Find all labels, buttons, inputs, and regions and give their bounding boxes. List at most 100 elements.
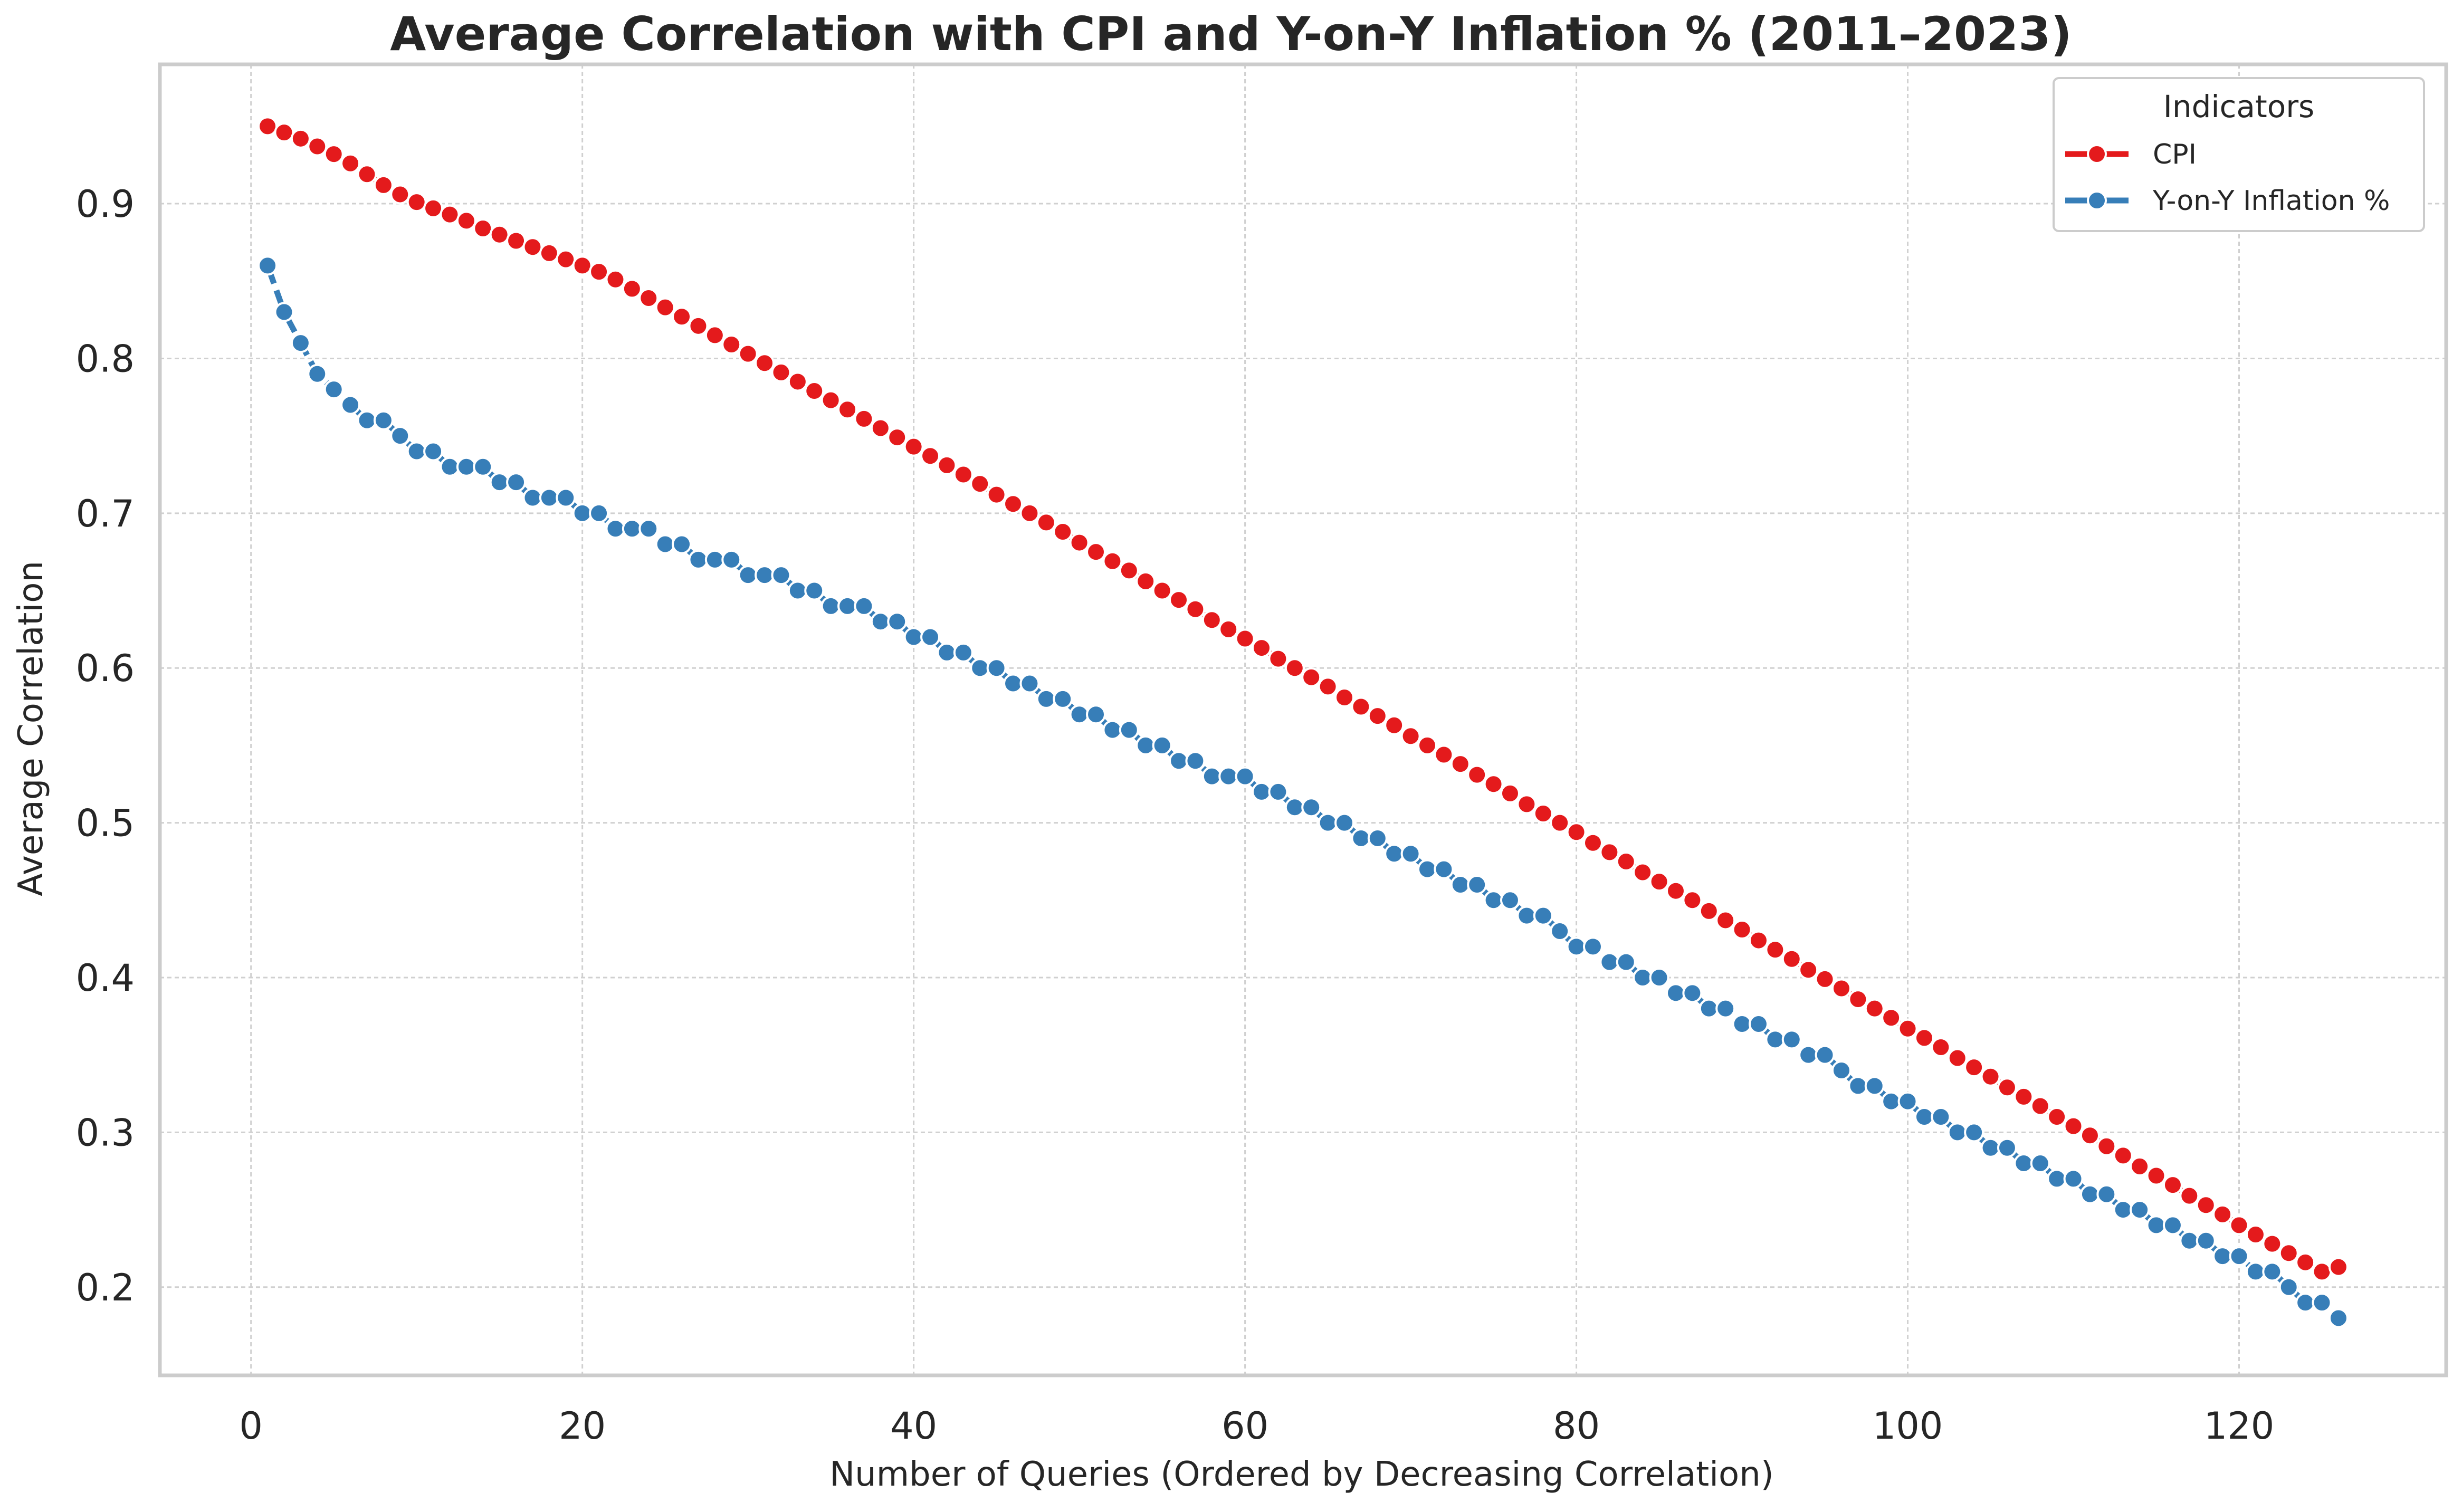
data-point-y-on-y-inflation: [622, 519, 642, 539]
data-point-cpi: [1649, 872, 1669, 892]
data-point-y-on-y-inflation: [1086, 704, 1106, 725]
data-point-y-on-y-inflation: [771, 565, 791, 586]
data-point-y-on-y-inflation: [257, 255, 278, 276]
data-point-y-on-y-inflation: [937, 642, 957, 663]
data-point-cpi: [870, 418, 891, 438]
data-point-cpi: [2047, 1107, 2067, 1127]
data-point-y-on-y-inflation: [986, 658, 1007, 678]
data-point-cpi: [1301, 667, 1322, 687]
data-point-y-on-y-inflation: [1351, 828, 1371, 848]
data-point-y-on-y-inflation: [1169, 751, 1189, 771]
data-point-y-on-y-inflation: [2278, 1277, 2299, 1297]
data-point-y-on-y-inflation: [903, 627, 924, 647]
data-point-y-on-y-inflation: [605, 519, 626, 539]
data-point-y-on-y-inflation: [1748, 1014, 1769, 1035]
data-point-y-on-y-inflation: [1732, 1014, 1752, 1035]
data-point-cpi: [1185, 599, 1206, 619]
data-point-cpi: [1931, 1037, 1951, 1058]
data-point-cpi: [357, 164, 377, 185]
data-point-y-on-y-inflation: [1318, 812, 1338, 833]
data-point-cpi: [1665, 881, 1686, 901]
y-tick-label: 0.3: [76, 1111, 135, 1154]
data-point-y-on-y-inflation: [2229, 1246, 2249, 1267]
data-point-y-on-y-inflation: [870, 611, 891, 632]
legend: Indicators CPI Y-on-Y Inflation %: [2053, 77, 2425, 232]
data-point-y-on-y-inflation: [1252, 781, 1272, 802]
data-point-cpi: [1815, 969, 1835, 989]
data-point-y-on-y-inflation: [1036, 688, 1056, 709]
data-point-y-on-y-inflation: [1384, 844, 1405, 864]
data-point-cpi: [456, 210, 476, 231]
data-point-cpi: [1516, 794, 1537, 815]
y-tick-label: 0.9: [76, 183, 135, 226]
data-point-y-on-y-inflation: [1053, 688, 1073, 709]
data-point-cpi: [506, 231, 527, 251]
legend-swatch-marker: [2087, 144, 2107, 164]
x-tick-label: 80: [1553, 1404, 1600, 1448]
data-point-y-on-y-inflation: [1417, 859, 1437, 879]
data-point-cpi: [1980, 1066, 2001, 1087]
data-point-y-on-y-inflation: [1185, 751, 1206, 771]
data-point-cpi: [2212, 1204, 2233, 1224]
data-point-cpi: [1848, 989, 1868, 1010]
data-point-cpi: [489, 224, 510, 245]
data-point-cpi: [307, 136, 328, 157]
data-point-cpi: [1235, 628, 1255, 649]
data-point-cpi: [1914, 1028, 1934, 1048]
data-point-y-on-y-inflation: [340, 395, 361, 415]
data-point-y-on-y-inflation: [2245, 1261, 2266, 1282]
y-tick-label: 0.6: [76, 647, 135, 690]
data-point-cpi: [2278, 1243, 2299, 1264]
data-point-y-on-y-inflation: [2179, 1230, 2200, 1251]
data-point-cpi: [1119, 560, 1139, 581]
data-point-cpi: [1831, 978, 1852, 999]
data-point-y-on-y-inflation: [854, 596, 874, 616]
data-point-y-on-y-inflation: [1268, 781, 1289, 802]
data-point-cpi: [1765, 940, 1786, 960]
data-point-cpi: [2014, 1086, 2034, 1107]
data-point-cpi: [2130, 1156, 2150, 1176]
data-point-y-on-y-inflation: [1582, 936, 1603, 957]
data-point-y-on-y-inflation: [2212, 1246, 2233, 1267]
data-point-y-on-y-inflation: [556, 487, 576, 508]
data-point-y-on-y-inflation: [406, 441, 427, 462]
data-point-cpi: [572, 255, 593, 276]
data-point-cpi: [423, 198, 444, 218]
data-point-y-on-y-inflation: [1069, 704, 1090, 725]
data-point-cpi: [1053, 522, 1073, 542]
data-point-y-on-y-inflation: [1500, 890, 1520, 911]
series-layer: [257, 116, 2349, 1328]
data-point-cpi: [937, 455, 957, 475]
data-point-y-on-y-inflation: [1533, 905, 1553, 926]
data-point-cpi: [1633, 862, 1653, 883]
data-point-cpi: [373, 175, 394, 195]
data-point-y-on-y-inflation: [655, 534, 675, 554]
data-point-cpi: [1434, 744, 1454, 765]
data-point-cpi: [1732, 920, 1752, 940]
grid: [160, 64, 2446, 1375]
data-point-cpi: [1218, 619, 1239, 639]
data-point-cpi: [1483, 774, 1504, 795]
data-point-y-on-y-inflation: [688, 549, 709, 570]
data-point-cpi: [1616, 851, 1636, 872]
data-point-y-on-y-inflation: [1649, 967, 1669, 988]
data-point-cpi: [1450, 754, 1471, 774]
data-point-y-on-y-inflation: [1334, 812, 1354, 833]
data-point-y-on-y-inflation: [489, 472, 510, 493]
data-point-cpi: [820, 390, 841, 410]
data-point-y-on-y-inflation: [307, 363, 328, 384]
data-point-cpi: [2295, 1252, 2316, 1272]
data-point-cpi: [2079, 1125, 2100, 1146]
data-point-y-on-y-inflation: [1119, 720, 1139, 740]
data-point-cpi: [2328, 1257, 2349, 1277]
data-point-y-on-y-inflation: [2096, 1184, 2117, 1204]
data-point-y-on-y-inflation: [953, 642, 974, 663]
data-point-y-on-y-inflation: [1848, 1076, 1868, 1096]
data-point-cpi: [1566, 822, 1587, 843]
data-point-y-on-y-inflation: [1516, 905, 1537, 926]
legend-label: CPI: [2153, 139, 2197, 170]
legend-box: [2053, 77, 2425, 232]
data-point-y-on-y-inflation: [804, 580, 825, 601]
data-point-y-on-y-inflation: [274, 302, 294, 322]
